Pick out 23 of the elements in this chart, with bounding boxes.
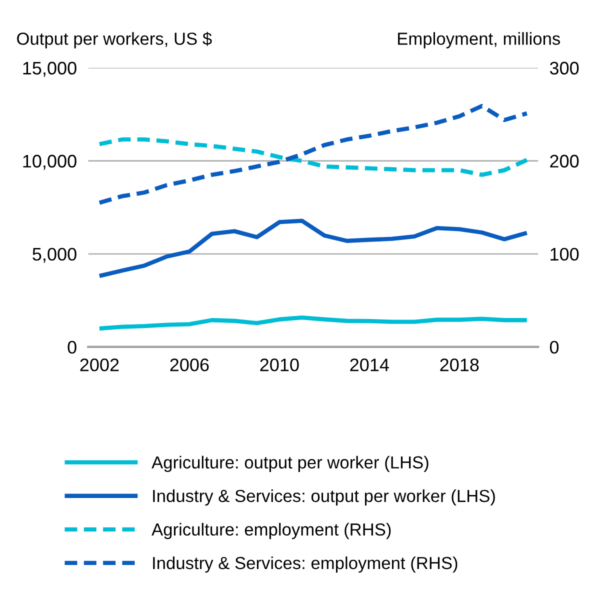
y-tick-label: 15,000: [23, 62, 76, 77]
line-series: [97, 137, 529, 177]
line-series: [97, 315, 529, 331]
y2-tick-label: 0: [550, 340, 559, 354]
x-tick-label: 2006: [170, 358, 209, 372]
legend-label: Industry & Services: employment (RHS): [153, 556, 458, 573]
y-axis-title: Output per workers, US $: [17, 32, 212, 48]
line-series: [97, 218, 529, 278]
y-tick-label: 0: [68, 340, 76, 354]
legend-label: Industry & Services: output per worker (LHS): [153, 489, 495, 506]
line-series: [97, 104, 529, 205]
x-tick-label: 2010: [260, 358, 299, 372]
y2-tick-label: 300: [550, 62, 579, 75]
legend-label: Agriculture: employment (RHS): [152, 522, 391, 540]
x-tick-label: 2014: [350, 358, 389, 372]
legend-label: Agriculture: output per worker (LHS): [152, 456, 428, 472]
x-tick-label: 2002: [80, 358, 119, 372]
x-tick-label: 2018: [440, 358, 479, 372]
y-tick-label: 5,000: [32, 248, 76, 263]
y-tick-label: 10,000: [23, 154, 76, 170]
y2-tick-label: 200: [550, 154, 579, 168]
y2-axis-title: Employment, millions: [398, 32, 560, 48]
y2-tick-label: 100: [550, 248, 579, 261]
